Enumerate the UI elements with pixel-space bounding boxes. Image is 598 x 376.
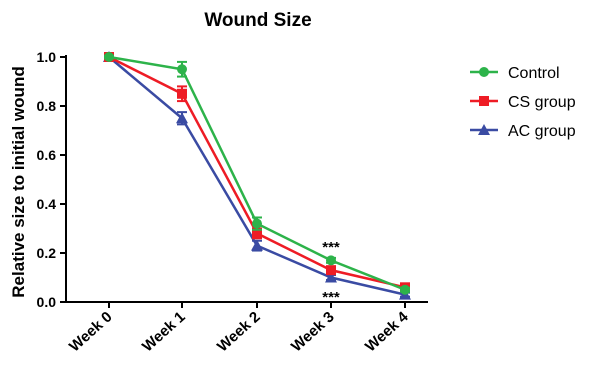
y-tick-label: 0.2 bbox=[37, 245, 57, 261]
legend-item-ac-group: AC group bbox=[470, 123, 576, 140]
series-line bbox=[108, 55, 406, 291]
legend-marker bbox=[478, 124, 490, 135]
annotations: *** *** bbox=[322, 239, 340, 306]
series-line bbox=[108, 55, 406, 289]
x-tick-label: Week 2 bbox=[214, 308, 264, 355]
data-point bbox=[176, 112, 188, 124]
data-point bbox=[251, 239, 263, 251]
legend-label: Control bbox=[508, 65, 560, 82]
series-control bbox=[104, 52, 410, 295]
series-layer bbox=[103, 51, 411, 300]
legend-label: AC group bbox=[508, 123, 576, 140]
data-point bbox=[104, 52, 114, 62]
data-point bbox=[326, 265, 336, 276]
legend-marker bbox=[479, 67, 489, 77]
legend-item-cs-group: CS group bbox=[470, 94, 576, 111]
y-axis-label: Relative size to initial wound bbox=[9, 66, 28, 297]
series-ac-group bbox=[103, 51, 411, 300]
significance-annotation: *** bbox=[322, 289, 340, 306]
y-tick-label: 0.8 bbox=[37, 98, 57, 114]
significance-annotation: *** bbox=[322, 239, 340, 256]
x-tick-label: Week 3 bbox=[288, 308, 338, 355]
data-point bbox=[252, 228, 262, 239]
legend-marker bbox=[479, 96, 489, 106]
legend-item-control: Control bbox=[470, 65, 560, 82]
y-tick-label: 0.6 bbox=[37, 147, 57, 163]
data-point bbox=[326, 255, 336, 266]
x-tick-label: Week 0 bbox=[66, 308, 116, 355]
y-tick-label: 0.4 bbox=[37, 196, 57, 212]
series-cs-group bbox=[104, 52, 410, 293]
data-point bbox=[400, 284, 410, 295]
data-point bbox=[177, 64, 187, 75]
data-point bbox=[325, 271, 337, 283]
legend-label: CS group bbox=[508, 94, 576, 111]
y-tick-label: 0.0 bbox=[37, 294, 57, 310]
data-point bbox=[252, 218, 262, 229]
legend: Control CS group AC group bbox=[470, 65, 576, 140]
x-tick-label: Week 1 bbox=[139, 308, 189, 355]
y-tick-label: 1.0 bbox=[37, 49, 57, 65]
series-line bbox=[108, 56, 406, 296]
data-point bbox=[177, 88, 187, 99]
chart-title: Wound Size bbox=[204, 10, 311, 31]
x-tick-label: Week 4 bbox=[362, 308, 412, 355]
